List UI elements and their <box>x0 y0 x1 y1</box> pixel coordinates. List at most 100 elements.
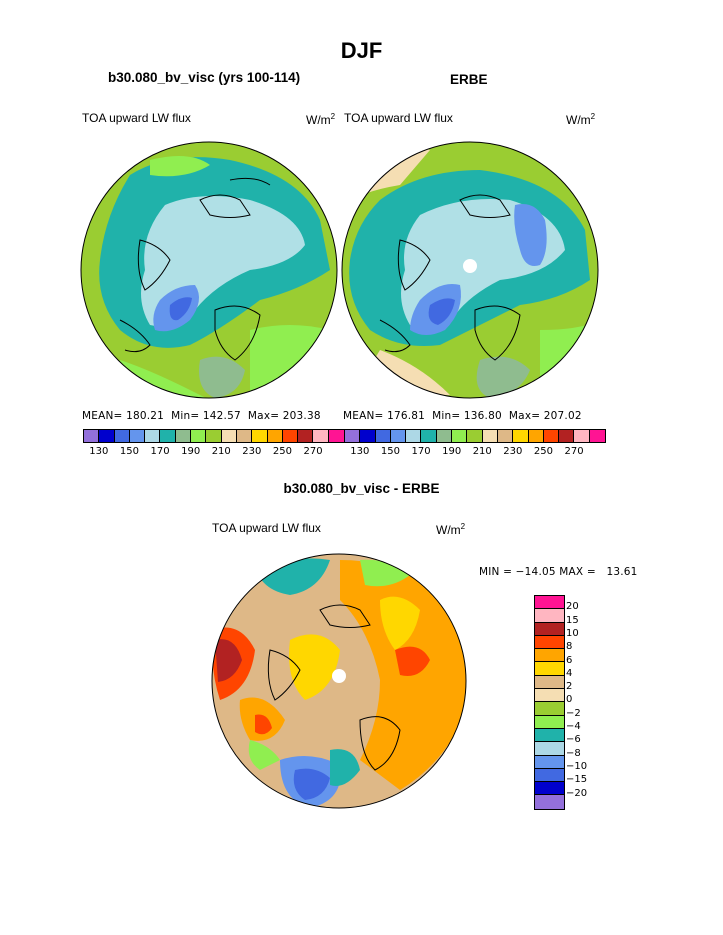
difference-colorbar-ticks: 20 15 10 8 6 4 2 0 −2 −4 −6 −8 −10 −15 −20 <box>566 595 606 809</box>
colorbar-tick-label: 4 <box>566 667 573 679</box>
colorbar-swatch <box>482 430 498 442</box>
colorbar-swatch <box>535 675 564 690</box>
negative-region <box>293 768 330 800</box>
positive-region <box>215 639 242 682</box>
map-border <box>341 141 599 399</box>
model-colorbar <box>83 429 346 443</box>
colorbar-swatch <box>252 430 268 442</box>
max-value: 203.38 <box>282 410 321 422</box>
colorbar-tick-label: 250 <box>272 446 292 457</box>
colorbar-swatch <box>129 430 146 442</box>
coastline <box>199 194 251 218</box>
colorbar-tick-label: 230 <box>242 446 262 457</box>
colorbar-tick-label: 0 <box>566 694 573 706</box>
colorbar-swatch <box>114 430 130 442</box>
units-text: W/m <box>306 113 331 127</box>
mean-value: 180.21 <box>126 410 165 422</box>
colorbar-swatch <box>543 430 560 442</box>
colorbar-swatch <box>160 430 176 442</box>
colorbar-swatch <box>589 430 606 442</box>
colorbar-tick-label: 190 <box>442 446 462 457</box>
colorbar-tick-label: 10 <box>566 627 579 639</box>
obs-panel-units: W/m2 <box>566 112 595 127</box>
units-text: W/m <box>436 523 461 537</box>
colorbar-tick-label: 150 <box>380 446 400 457</box>
colorbar-tick-label: −10 <box>566 760 588 772</box>
colorbar-swatch <box>345 430 361 442</box>
colorbar-swatch <box>535 755 564 769</box>
colorbar-tick-label: −6 <box>566 734 581 746</box>
colorbar-swatch <box>206 430 222 442</box>
colorbar-tick-label: −20 <box>566 787 588 799</box>
colorbar-tick-label: 6 <box>566 654 573 666</box>
colorbar-swatch <box>328 430 345 442</box>
coastline <box>267 649 301 701</box>
green-region <box>150 156 210 177</box>
model-panel-heading: b30.080_bv_visc (yrs 100-114) <box>108 70 301 85</box>
colorbar-tick-label: 15 <box>566 614 579 626</box>
units-superscript: 2 <box>460 522 466 531</box>
colorbar-swatch <box>84 430 100 442</box>
colorbar-tick-label: 20 <box>566 601 579 613</box>
colorbar-swatch <box>436 430 453 442</box>
colorbar-tick-label: −4 <box>566 721 581 732</box>
colorbar-tick-label: 170 <box>150 446 170 457</box>
colorbar-tick-label: 270 <box>564 446 584 457</box>
colorbar-swatch <box>282 430 299 442</box>
obs-panel-heading: ERBE <box>450 72 488 87</box>
colorbar-swatch <box>535 782 564 796</box>
colorbar-swatch <box>535 742 564 756</box>
mean-label: MEAN= <box>343 410 384 422</box>
colorbar-swatch <box>467 430 483 442</box>
mean-label: MEAN= <box>82 410 123 422</box>
lowest-flux-region <box>428 298 455 325</box>
obs-colorbar-ticks: 130 150 170 190 210 230 250 270 <box>344 446 606 460</box>
coastline <box>397 239 431 291</box>
difference-subtitle: TOA upward LW flux <box>212 521 321 535</box>
colorbar-swatch <box>390 430 407 442</box>
max-label: Max= <box>247 410 280 422</box>
min-value: 142.57 <box>202 410 241 422</box>
colorbar-swatch <box>191 430 207 442</box>
min-value: 136.80 <box>463 410 502 422</box>
colorbar-tick-label: 250 <box>533 446 553 457</box>
colorbar-swatch <box>535 715 564 729</box>
coastline <box>229 177 271 186</box>
units-text: W/m <box>566 113 591 127</box>
colorbar-tick-label: −2 <box>566 707 581 719</box>
map-border <box>80 141 338 399</box>
obs-panel-subtitle: TOA upward LW flux <box>344 111 453 125</box>
colorbar-swatch <box>406 430 422 442</box>
coastline <box>459 194 511 218</box>
colorbar-tick-label: 2 <box>566 681 573 693</box>
colorbar-swatch <box>221 430 237 442</box>
colorbar-swatch <box>267 430 283 442</box>
coastline <box>119 319 151 353</box>
colorbar-tick-label: −8 <box>566 747 581 759</box>
colorbar-swatch <box>535 768 564 783</box>
pole-hole <box>463 259 477 273</box>
page-title: DJF <box>340 38 383 63</box>
colorbar-tick-label: 130 <box>89 446 109 457</box>
positive-region <box>380 596 420 650</box>
difference-stats: MIN = −14.05 MAX = 13.61 <box>479 566 638 578</box>
coastline <box>214 305 261 361</box>
colorbar-tick-label: 210 <box>472 446 492 457</box>
colorbar-swatch <box>528 430 544 442</box>
colorbar-tick-label: 130 <box>350 446 370 457</box>
green-region <box>476 356 530 398</box>
colorbar-swatch <box>535 635 564 650</box>
difference-units: W/m2 <box>436 522 465 537</box>
colorbar-swatch <box>175 430 192 442</box>
max-label: Max= <box>508 410 541 422</box>
units-superscript: 2 <box>330 112 336 121</box>
units-superscript: 2 <box>590 112 596 121</box>
difference-heading: b30.080_bv_visc - ERBE <box>283 481 440 496</box>
min-label: Min= <box>432 410 461 422</box>
negative-region <box>330 749 360 786</box>
colorbar-swatch <box>535 795 564 809</box>
negative-region <box>360 559 410 587</box>
